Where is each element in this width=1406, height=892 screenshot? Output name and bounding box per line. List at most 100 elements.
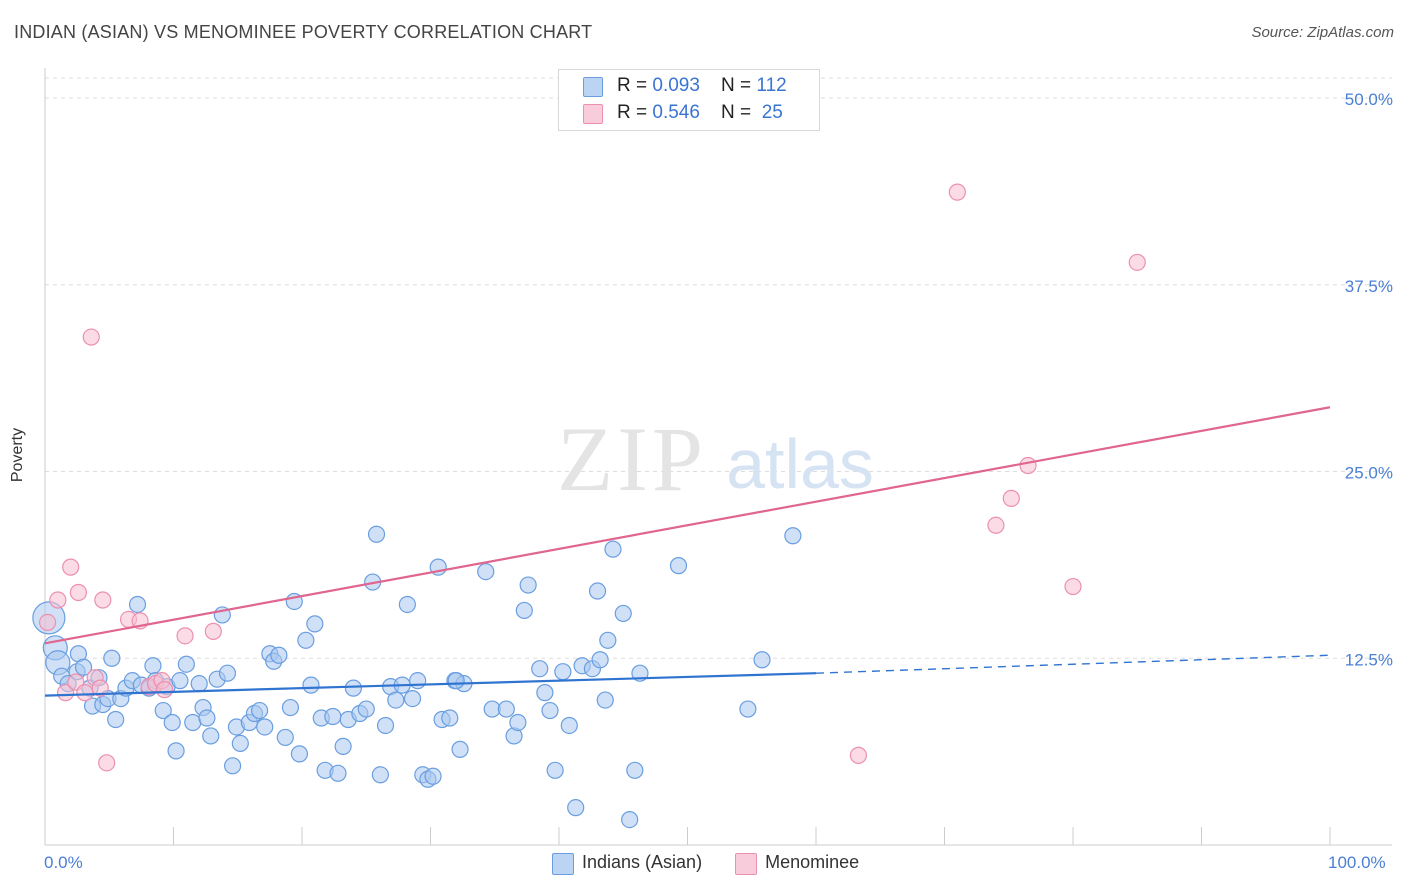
indians-point [604, 540, 622, 558]
indians-point [357, 700, 375, 718]
menominee-point [1002, 489, 1020, 507]
indians-point [560, 716, 578, 735]
indians-point [329, 764, 347, 782]
indians-point [306, 615, 324, 633]
grid-layer [45, 77, 1392, 659]
indians-point [409, 672, 427, 690]
indians-point [599, 631, 617, 649]
indians-point [567, 799, 585, 817]
indians-point [621, 811, 639, 829]
indians-point [128, 595, 147, 614]
legend-swatch-pink [735, 853, 758, 875]
n-label: N = [721, 102, 757, 123]
watermark-atlas: atlas [726, 425, 874, 503]
indians-point [546, 761, 564, 779]
indians-point [403, 689, 422, 708]
indians-point [739, 700, 757, 718]
menominee-point [38, 613, 57, 631]
indians-point [588, 582, 607, 600]
indians-point [154, 701, 172, 720]
menominee-point [204, 622, 222, 640]
indians-point [184, 713, 202, 732]
indians-point [509, 713, 527, 732]
indians-point [753, 651, 771, 669]
correlation-legend: R = 0.093 N = 112 R = 0.546 N = 25 [558, 69, 820, 131]
legend-text-indians: R = 0.093 N = 112 [617, 75, 787, 97]
menominee-point [155, 681, 174, 699]
indians-point [107, 710, 125, 729]
indians-point [177, 655, 195, 673]
indians-point [424, 767, 442, 785]
menominee-point [948, 183, 966, 201]
menominee-trend-line [44, 406, 1331, 645]
n-value: 25 [756, 102, 783, 123]
indians-point [669, 557, 688, 575]
indians-point [554, 663, 572, 681]
menominee-point [82, 328, 100, 346]
indians-point [231, 734, 249, 753]
menominee-point [98, 754, 116, 772]
points-layer [32, 183, 1146, 829]
legend-label-indians: Indians (Asian) [582, 852, 703, 872]
n-value: 112 [756, 75, 787, 96]
indians-point [276, 728, 294, 747]
indians-point [477, 562, 495, 581]
indians-point [281, 698, 300, 717]
indians-point [344, 679, 362, 697]
menominee-point [91, 679, 109, 697]
source-label: Source: ZipAtlas.com [1251, 24, 1394, 41]
indians-point [515, 601, 533, 620]
indians-point [784, 527, 802, 545]
r-value: 0.546 [652, 102, 700, 123]
legend-swatch-blue [552, 853, 574, 875]
indians-point [202, 727, 220, 745]
indians-point [224, 757, 242, 775]
y-tick-label: 12.5% [1345, 650, 1393, 669]
indians-point [447, 672, 465, 690]
menominee-point [1064, 577, 1082, 596]
legend-item-indians[interactable]: Indians (Asian) [552, 852, 703, 875]
menominee-point [49, 591, 67, 609]
chart-title: INDIAN (ASIAN) VS MENOMINEE POVERTY CORR… [14, 22, 593, 42]
legend-swatch-pink [583, 104, 603, 124]
axes-layer [44, 68, 1392, 846]
r-value: 0.093 [652, 75, 700, 96]
series-legend: Indians (Asian) Menominee [552, 852, 887, 875]
indians-point [497, 700, 515, 718]
indians-point [451, 740, 469, 758]
indians-point [167, 742, 185, 760]
indians-point [103, 649, 121, 667]
menominee-point [76, 684, 94, 702]
legend-text-menominee: R = 0.546 N = 25 [617, 102, 783, 124]
menominee-point [94, 591, 112, 609]
indians-point [614, 604, 632, 623]
legend-swatch-blue [583, 77, 603, 97]
menominee-point [1019, 456, 1037, 475]
watermark: ZIP atlas [557, 408, 874, 510]
indians-point [596, 691, 614, 709]
indians-point [519, 576, 537, 594]
indians-point [398, 595, 416, 614]
legend-item-menominee[interactable]: Menominee [735, 852, 859, 875]
indians-point [387, 691, 405, 709]
x-tick-label-min: 0.0% [44, 853, 83, 872]
indians-point [163, 713, 181, 732]
indians-point [591, 651, 609, 669]
indians-trend-extension [815, 654, 1331, 674]
indians-trend-line [44, 672, 817, 697]
x-tick-label-max: 100.0% [1328, 853, 1386, 872]
indians-point [74, 658, 93, 676]
indians-point [171, 672, 189, 690]
y-tick-label: 25.0% [1345, 464, 1393, 483]
r-label: R = [617, 75, 653, 96]
indians-point [256, 718, 274, 736]
menominee-point [849, 746, 868, 764]
indians-point [302, 676, 320, 694]
menominee-point [56, 684, 75, 702]
indians-point [198, 709, 216, 727]
indians-point [371, 766, 389, 784]
menominee-point [62, 558, 80, 576]
y-tick-label: 37.5% [1345, 277, 1393, 296]
indians-point [218, 664, 237, 682]
